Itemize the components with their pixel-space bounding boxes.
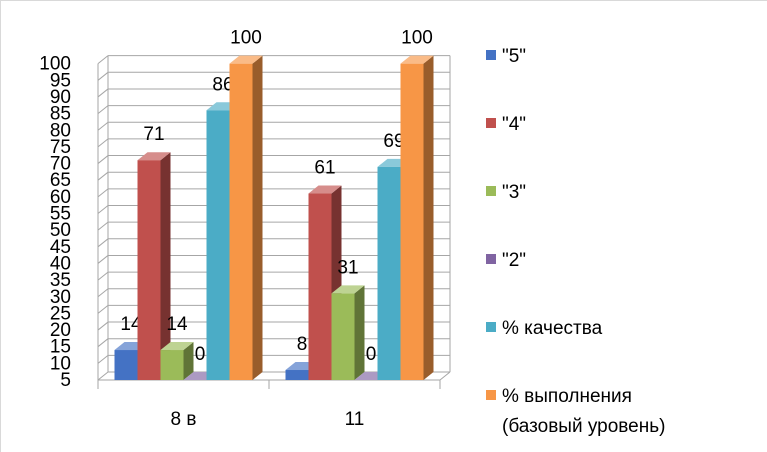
y-tick-label: 10	[50, 353, 71, 374]
legend-swatch	[486, 390, 496, 400]
legend-label-line2: (базовый уровень)	[502, 416, 665, 437]
y-tick-label: 75	[50, 137, 71, 158]
gridline-side	[97, 305, 109, 314]
bar-top	[229, 55, 263, 64]
y-tick-label: 80	[50, 120, 71, 141]
y-tick-label: 15	[50, 337, 71, 358]
data-label: 31	[337, 257, 358, 278]
gridline-side	[97, 288, 109, 298]
gridline-side	[97, 354, 109, 364]
gridline-side	[97, 88, 109, 98]
data-label: 0	[366, 344, 377, 365]
gridline-side	[97, 338, 109, 348]
bar-top	[160, 342, 194, 351]
gridline-side	[97, 221, 109, 231]
gridline-side	[97, 255, 109, 264]
y-tick-label: 25	[50, 303, 71, 324]
gridline-side	[97, 321, 109, 331]
x-tick-label: 11	[345, 409, 365, 430]
data-label: 8	[297, 334, 308, 355]
data-label: 69	[383, 131, 404, 152]
data-label: 0	[195, 344, 206, 365]
gridline-side	[97, 138, 109, 148]
bar-side	[423, 55, 434, 381]
y-tick-label: 85	[50, 104, 71, 125]
gridline-side	[97, 121, 109, 131]
y-tick-label: 20	[50, 320, 71, 341]
data-label: 100	[401, 28, 433, 49]
bar-top	[308, 185, 342, 194]
bar	[331, 293, 355, 380]
legend-label: % качества	[502, 318, 603, 339]
gridline-side	[97, 205, 109, 214]
bar	[377, 166, 401, 380]
x-tick-label: 8 в	[171, 409, 197, 430]
y-tick-label: 45	[50, 237, 71, 258]
bar	[160, 350, 184, 380]
data-label: 86	[212, 74, 233, 95]
gridline-side	[97, 188, 109, 198]
legend-label: "2"	[502, 250, 526, 271]
bar	[229, 63, 253, 381]
gridline-side	[97, 155, 109, 164]
bar-side	[183, 342, 194, 380]
y-tick-label: 40	[50, 253, 71, 274]
legend-swatch	[486, 322, 496, 332]
y-tick-label: 55	[50, 204, 71, 225]
legend-label: % выполнения	[502, 386, 632, 407]
bar	[308, 193, 332, 380]
legend-label: "3"	[502, 182, 526, 203]
y-tick-label: 70	[50, 154, 71, 175]
y-tick-label: 60	[50, 187, 71, 208]
bar	[137, 160, 161, 380]
chart-frame-left	[0, 0, 1, 452]
gridline-side	[97, 271, 109, 281]
bar-top	[137, 152, 171, 161]
y-tick-label: 95	[50, 70, 71, 91]
legend-label: "4"	[502, 114, 526, 135]
y-tick-label: 90	[50, 87, 71, 108]
gridline-side	[97, 371, 109, 381]
data-label: 14	[166, 314, 188, 335]
legend-swatch	[486, 50, 496, 60]
chart-frame-top	[0, 0, 767, 1]
data-label: 14	[120, 314, 142, 335]
y-tick-label: 5	[60, 370, 71, 391]
legend-label: "5"	[502, 46, 526, 67]
legend-swatch	[486, 118, 496, 128]
floor-right-edge	[439, 371, 451, 381]
y-tick-label: 35	[50, 270, 71, 291]
gridline-side	[97, 71, 109, 81]
bar-top	[331, 285, 365, 294]
gridline-side	[97, 238, 109, 248]
data-label: 100	[230, 28, 262, 49]
bar-side	[252, 55, 263, 381]
bar	[285, 370, 309, 380]
bar	[114, 350, 138, 380]
y-tick-label: 65	[50, 170, 71, 191]
gridline-side	[97, 171, 109, 181]
data-label: 71	[143, 124, 164, 145]
gridline-side	[97, 55, 109, 65]
bar-side	[160, 152, 171, 380]
data-label: 61	[314, 158, 335, 179]
legend-swatch	[486, 186, 496, 196]
y-tick-label: 30	[50, 287, 71, 308]
gridline-side	[97, 105, 109, 114]
y-tick-label: 100	[39, 54, 71, 75]
bar-side	[354, 285, 365, 380]
bar	[400, 63, 424, 381]
legend-swatch	[486, 254, 496, 264]
bar-top	[400, 55, 434, 64]
bar	[206, 110, 230, 381]
y-tick-label: 50	[50, 220, 71, 241]
